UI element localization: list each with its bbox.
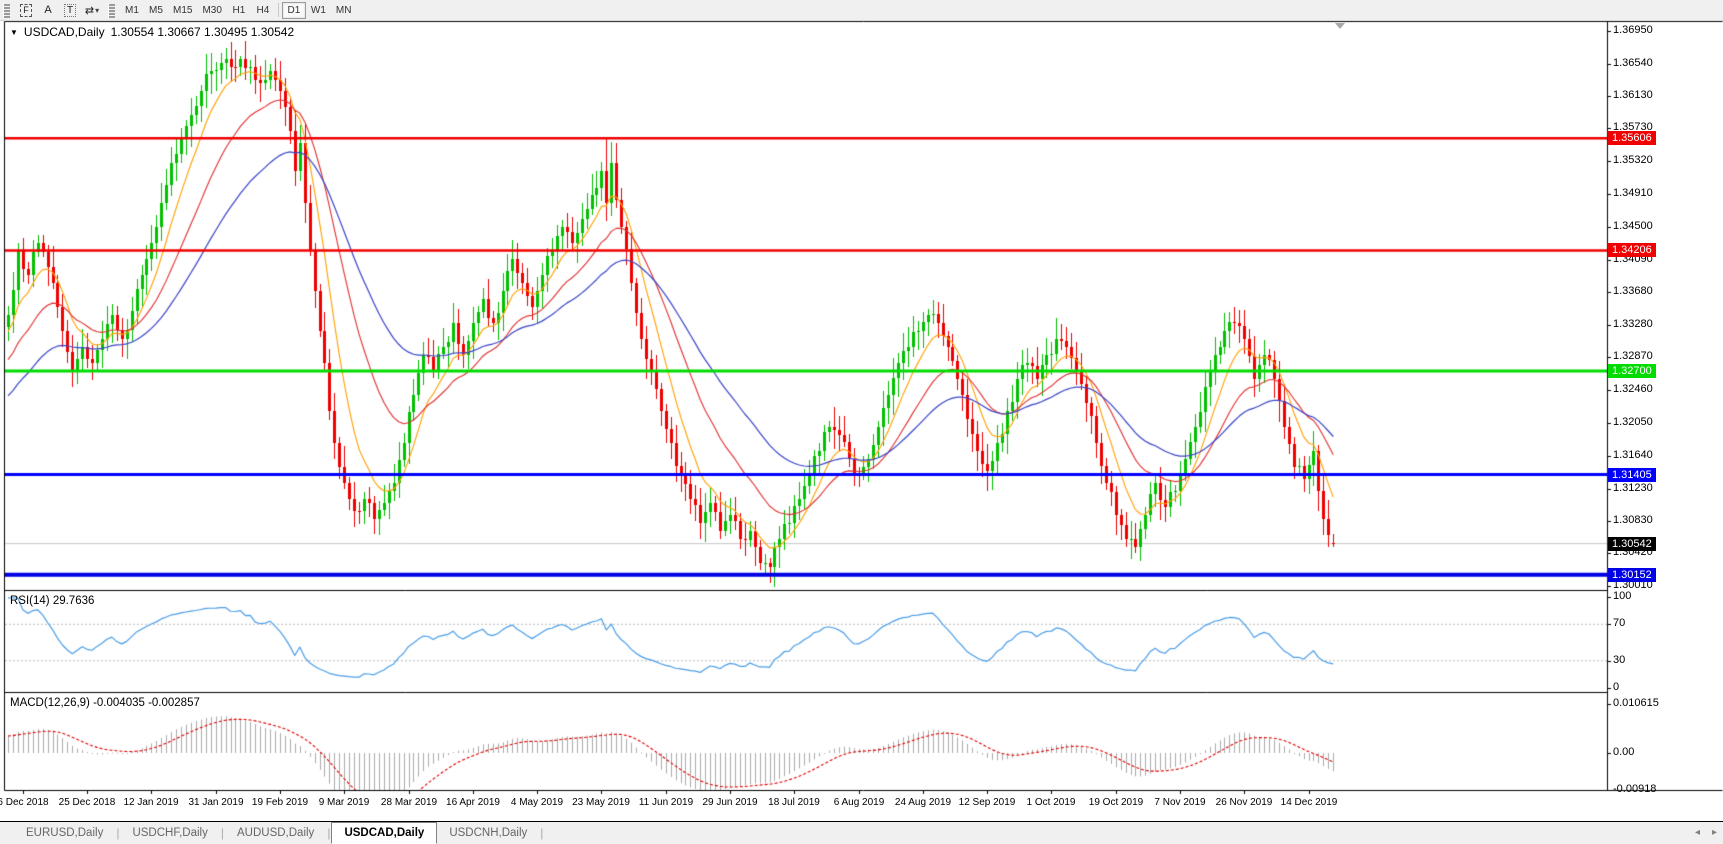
date-tick-label: 16 Apr 2019 [446,797,500,808]
timeframes-toolbar: M1 M5 M15 M30 H1 H4 D1 W1 MN [120,1,356,19]
macd-tick-label: 0.010615 [1613,697,1659,710]
price-tick-label: 1.36950 [1613,23,1653,36]
symbol-tab-bar: EURUSD,Daily | USDCHF,Daily | AUDUSD,Daily | U… [0,821,1723,844]
price-tick-label: 1.30010 [1613,579,1653,592]
price-tick-label: 1.34910 [1613,187,1653,200]
price-tick-label: 1.32460 [1613,383,1653,396]
price-tick-label: 1.36540 [1613,56,1653,69]
rsi-tick-label: 0 [1613,681,1620,693]
toolbar-grip-2[interactable] [108,2,115,18]
tab-separator: | [540,826,544,840]
price-tick-label: 1.33280 [1613,317,1653,330]
text-tool-button[interactable]: A [37,2,59,19]
level-price-badge: 1.34206 [1608,243,1656,258]
price-tick-label: 1.35730 [1613,121,1653,134]
timeframe-m1-button[interactable]: M1 [125,4,139,16]
tab-eurusd[interactable]: EURUSD,Daily [26,827,104,839]
date-tick-label: 19 Oct 2019 [1088,797,1144,808]
date-tick-label: 9 Mar 2019 [318,797,370,808]
tab-scroll-right-icon[interactable]: ▸ [1711,827,1717,838]
chart-symbol-period: USDCAD,Daily [23,25,105,39]
rsi-tick-label: 70 [1613,617,1626,630]
chart-shift-marker[interactable] [1335,23,1345,29]
macd-tick-label: 0.00 [1613,746,1635,758]
timeframe-d1-button[interactable]: D1 [281,1,306,19]
tab-usdcnh[interactable]: USDCNH,Daily [449,827,528,839]
tab-scroll-left-icon[interactable]: ◂ [1694,827,1700,838]
toolbar: F A T ⇄ ▾ M1 M5 M15 M30 H1 H4 D1 W1 MN [0,0,1723,21]
timeframe-mn-button[interactable]: MN [335,4,352,16]
timeframe-m15-button[interactable]: M15 [173,4,193,16]
rsi-tick-label: 30 [1613,653,1626,666]
date-tick-label: 31 Jan 2019 [188,797,244,808]
price-tick-label: 1.32050 [1613,415,1653,428]
tab-usdcad[interactable]: USDCAD,Daily [331,822,438,844]
date-tick-label: 12 Sep 2019 [958,797,1016,808]
tab-scroll-nav: ◂ ▸ [1695,827,1717,838]
dropdown-caret-icon[interactable]: ▾ [95,5,100,15]
rsi-indicator-label: RSI(14) 29.7636 [10,595,95,607]
tab-separator: | [220,826,224,840]
chart-ohlc-values: 1.30554 1.30667 1.30495 1.30542 [110,25,295,39]
date-tick-label: 6 Dec 2018 [0,797,49,808]
timeframe-h1-button[interactable]: H1 [232,4,246,16]
date-tick-label: 12 Jan 2019 [123,797,179,808]
price-tick-label: 1.31230 [1613,481,1653,494]
price-tick-label: 1.34500 [1613,219,1653,232]
price-tick-label: 1.33680 [1613,285,1653,298]
timeframe-m5-button[interactable]: M5 [149,4,163,16]
level-price-badge: 1.35606 [1608,131,1656,146]
tab-usdchf[interactable]: USDCHF,Daily [132,827,208,839]
chevron-down-icon[interactable]: ▼ [10,27,18,37]
text-icon: A [44,4,52,16]
price-tick-label: 1.30830 [1613,513,1653,526]
tab-separator: | [327,826,331,840]
price-tick-label: 1.36130 [1613,89,1653,102]
toolbar-grip[interactable] [3,2,10,18]
label-icon: T [63,3,77,17]
date-tick-label: 14 Dec 2019 [1280,797,1338,808]
date-tick-label: 23 May 2019 [572,797,630,808]
date-tick-label: 7 Nov 2019 [1154,797,1206,808]
date-tick-label: 1 Oct 2019 [1026,797,1076,808]
price-tick-label: 1.32870 [1613,350,1653,363]
fibonacci-retracement-button[interactable]: F [15,2,37,19]
rsi-tick-label: 100 [1613,590,1632,602]
level-price-badge: 1.32700 [1608,363,1656,378]
chart-title: ▼ USDCAD,Daily 1.30554 1.30667 1.30495 1… [10,25,294,39]
level-price-badge: 1.30152 [1608,567,1656,582]
timeframe-w1-button[interactable]: W1 [310,4,326,16]
timeframe-h4-button[interactable]: H4 [256,4,270,16]
price-tick-label: 1.35320 [1613,154,1653,167]
macd-indicator-label: MACD(12,26,9) -0.004035 -0.002857 [10,697,200,709]
label-tool-button[interactable]: T [59,2,81,19]
tab-separator: | [116,826,120,840]
date-tick-label: 24 Aug 2019 [894,797,952,808]
toolbar-separator [277,3,279,17]
date-tick-label: 26 Nov 2019 [1215,797,1273,808]
date-tick-label: 4 May 2019 [510,797,564,808]
timeframe-m30-button[interactable]: M30 [202,4,222,16]
fibonacci-icon: F [20,3,32,17]
date-tick-label: 28 Mar 2019 [380,797,438,808]
macd-tick-label: -0.00918 [1613,783,1657,795]
price-tick-label: 1.31640 [1613,448,1653,461]
date-tick-label: 6 Aug 2019 [833,797,885,808]
date-tick-label: 19 Feb 2019 [251,797,309,808]
date-tick-label: 29 Jun 2019 [702,797,758,808]
level-price-badge: 1.31405 [1608,467,1656,482]
date-tick-label: 25 Dec 2018 [58,797,116,808]
tab-audusd[interactable]: AUDUSD,Daily [236,827,315,839]
date-tick-label: 11 Jun 2019 [638,797,694,808]
current-price-badge: 1.30542 [1608,536,1656,551]
arrows-tool-button[interactable]: ⇄ ▾ [81,2,103,19]
line-studies-toolbar: F A T ⇄ ▾ [15,2,103,19]
arrows-icon: ⇄ [84,4,95,17]
date-tick-label: 18 Jul 2019 [768,797,820,808]
